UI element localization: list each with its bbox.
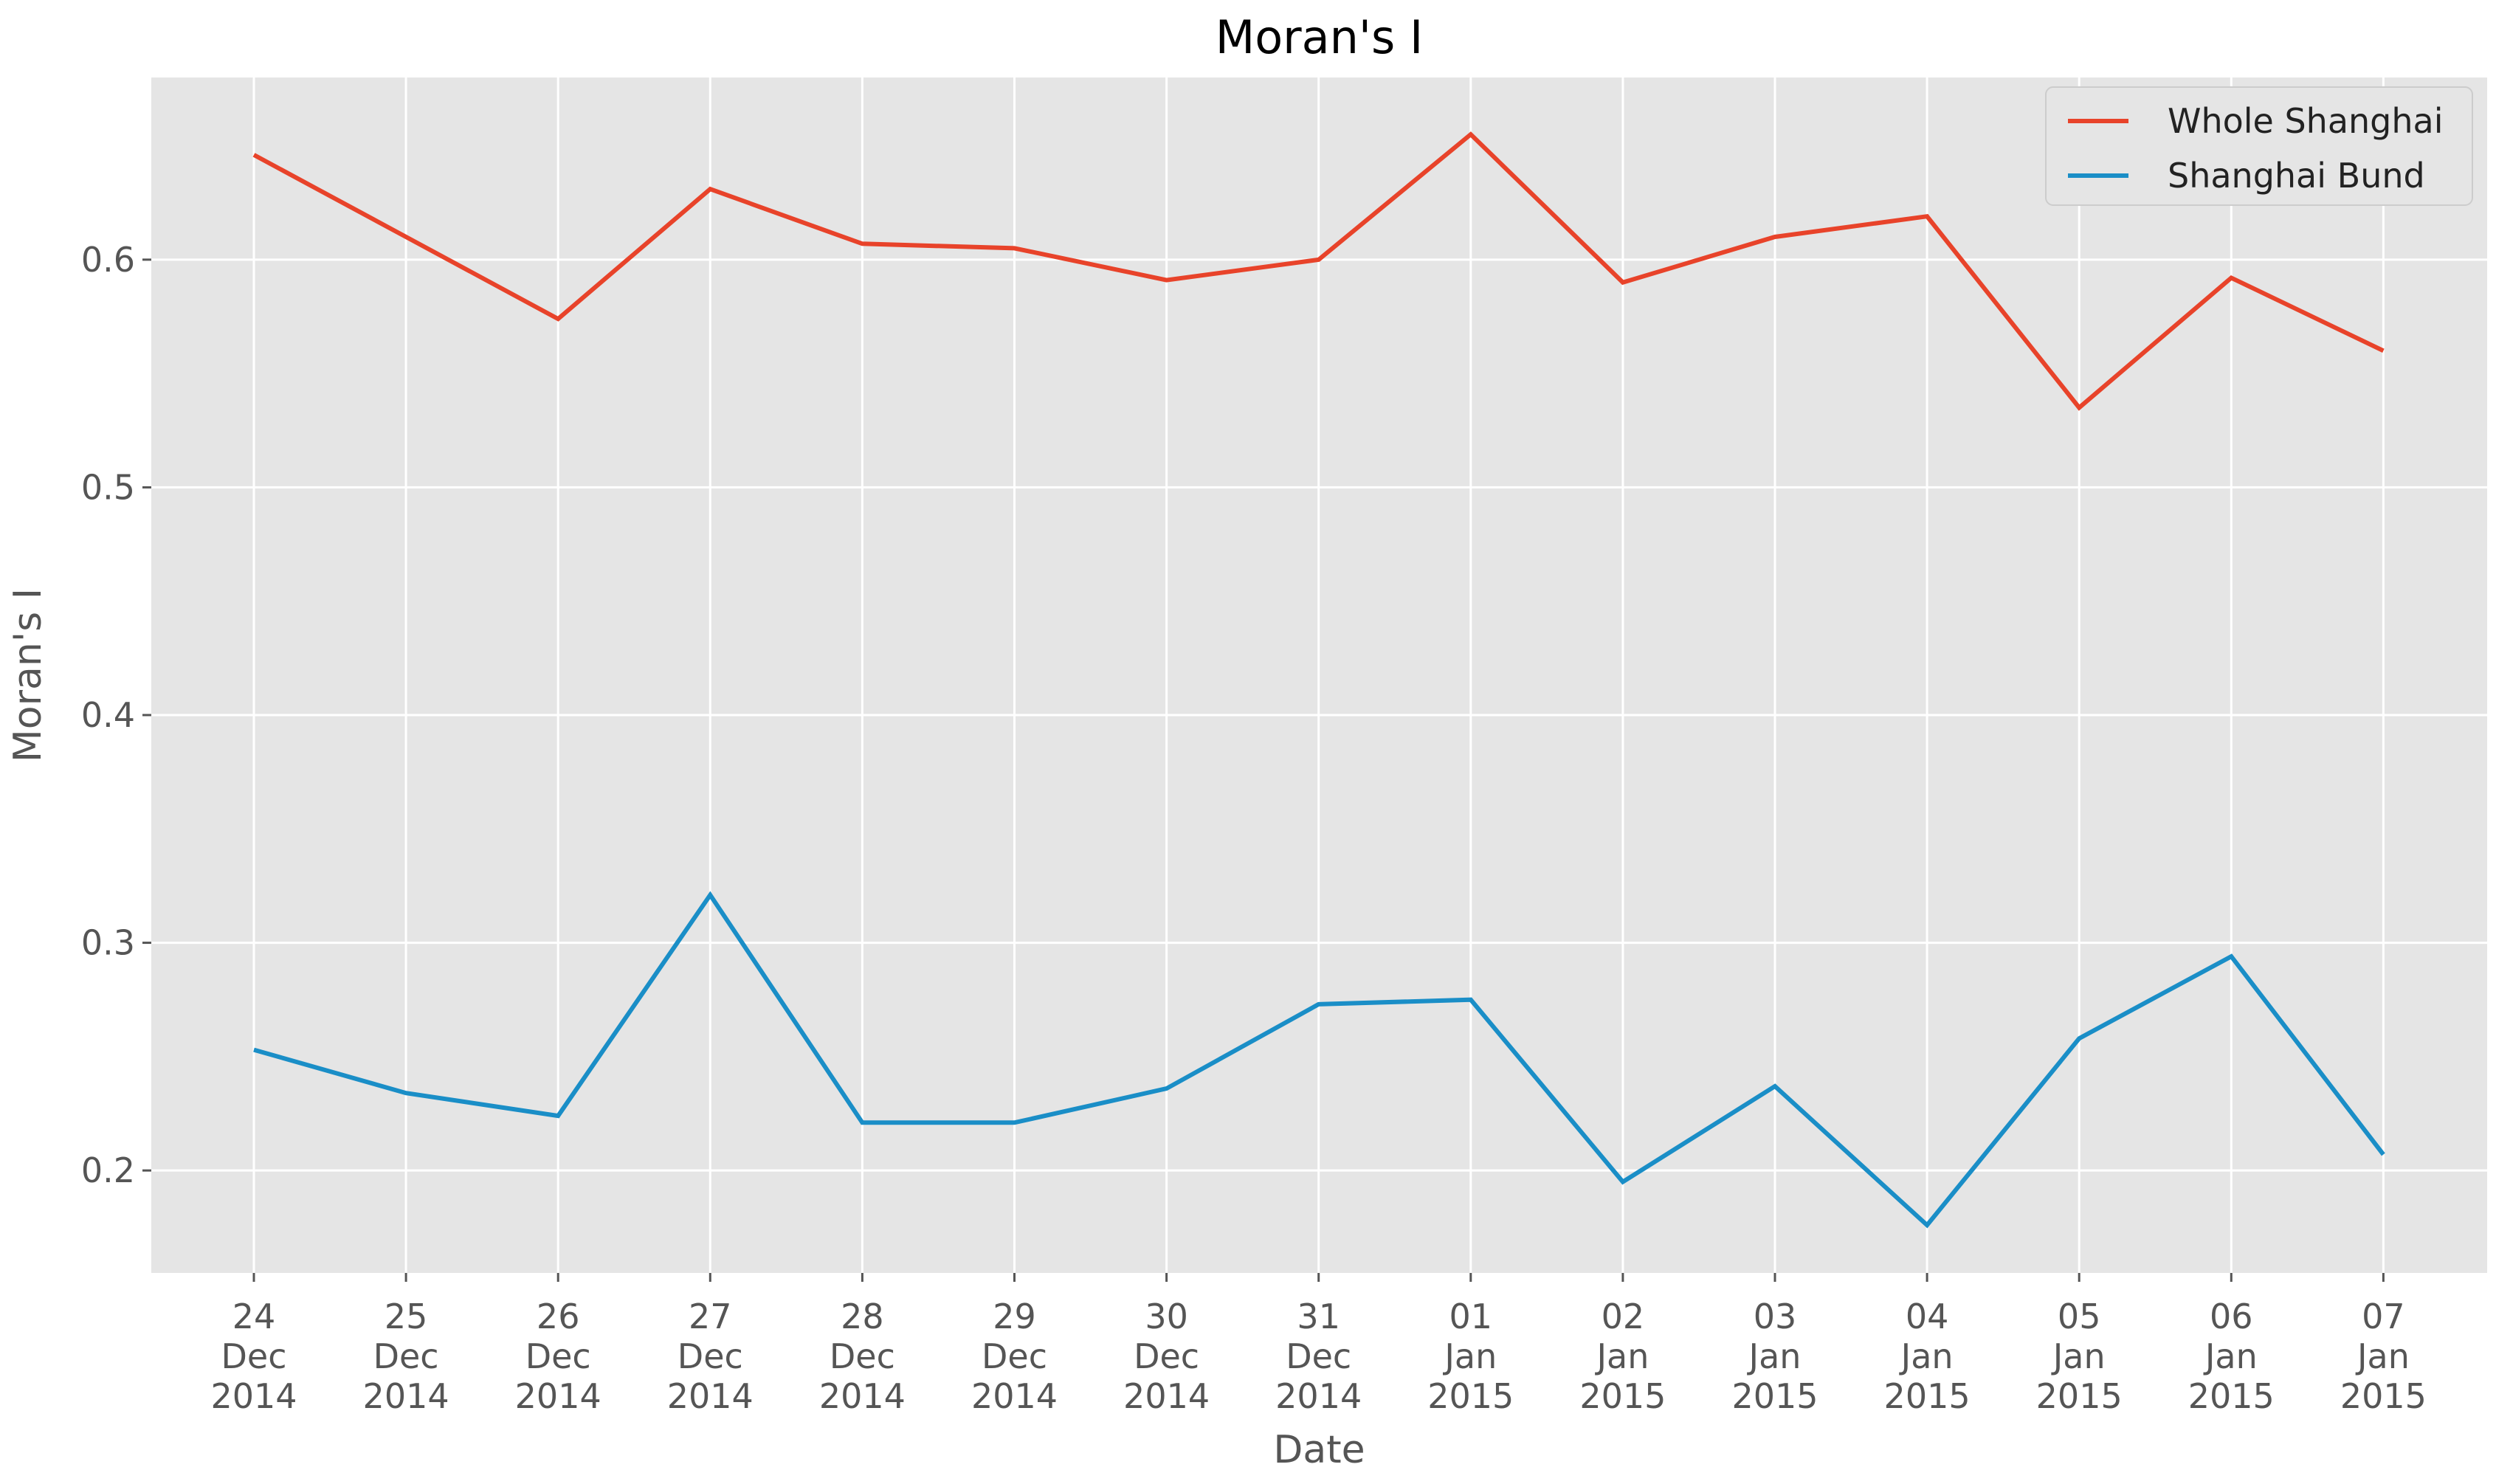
legend-box: [2045, 86, 2473, 206]
y-tick-label: 0.6: [81, 240, 135, 280]
y-tick-label: 0.5: [81, 467, 135, 507]
y-tick-label: 0.4: [81, 695, 135, 735]
x-tick-label: 04 Jan 2015: [1884, 1297, 1971, 1416]
x-tick-label: 06 Jan 2015: [2188, 1297, 2275, 1416]
series-layer: [252, 131, 2385, 1229]
x-tick-label: 25 Dec 2014: [363, 1297, 449, 1416]
x-tick-label: 27 Dec 2014: [667, 1297, 754, 1416]
x-axis-label: Date: [1273, 1428, 1365, 1472]
series-line-0: [252, 131, 2385, 411]
legend: Whole Shanghai Shanghai Bund: [2045, 86, 2473, 206]
x-tick-label: 24 Dec 2014: [210, 1297, 297, 1416]
x-tick-label: 01 Jan 2015: [1427, 1297, 1514, 1416]
y-axis-label: Moran's I: [6, 588, 50, 762]
x-tick-label: 07 Jan 2015: [2340, 1297, 2427, 1416]
y-tick-label: 0.3: [81, 923, 135, 963]
chart-title: Moran's I: [1216, 10, 1424, 64]
legend-label-1: Shanghai Bund: [2168, 156, 2425, 196]
y-tick-label: 0.2: [81, 1150, 135, 1190]
x-tick-label: 30 Dec 2014: [1123, 1297, 1210, 1416]
x-tick-label: 31 Dec 2014: [1275, 1297, 1362, 1416]
x-tick-label: 28 Dec 2014: [819, 1297, 906, 1416]
legend-label-0: Whole Shanghai: [2168, 101, 2444, 141]
x-tick-label: 29 Dec 2014: [971, 1297, 1058, 1416]
x-tick-label: 02 Jan 2015: [1579, 1297, 1666, 1416]
x-tick-labels: 24 Dec 2014 25 Dec 2014 26 Dec 2014 27 Dec 2014 28 De…: [210, 1273, 2427, 1416]
x-tick-label: 26 Dec 2014: [515, 1297, 601, 1416]
grid-lines: [151, 77, 2487, 1273]
x-tick-label: 05 Jan 2015: [2036, 1297, 2123, 1416]
x-tick-label: 03 Jan 2015: [1731, 1297, 1818, 1416]
series-line-1: [253, 891, 2385, 1229]
y-tick-labels: 0.2 0.3 0.4 0.5 0.6: [81, 240, 151, 1190]
